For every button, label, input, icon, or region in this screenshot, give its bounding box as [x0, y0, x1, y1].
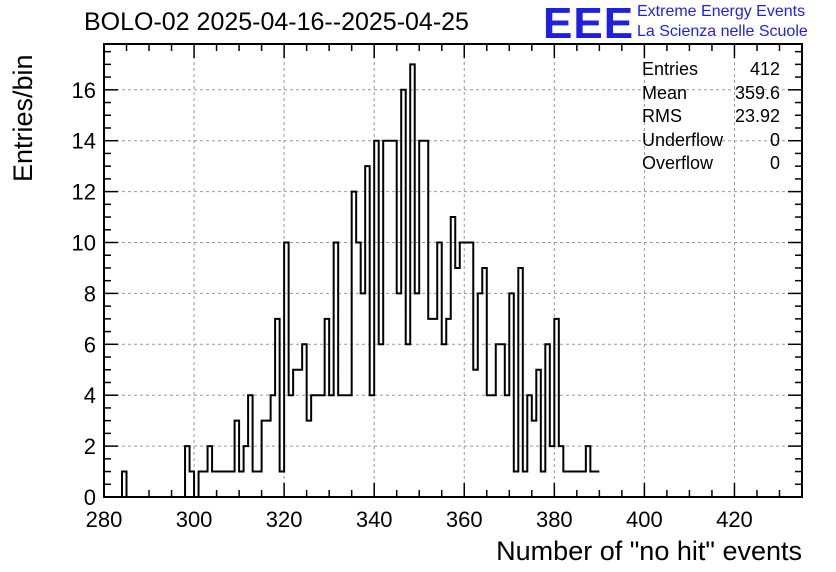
y-tick-label: 10 — [72, 231, 96, 256]
y-tick-label: 2 — [84, 434, 96, 459]
axis-ticks — [103, 44, 803, 498]
stat-label: Underflow — [642, 129, 724, 150]
y-tick-label: 4 — [84, 383, 96, 408]
eee-logo-text: Extreme Energy Events La Scienza nelle S… — [637, 2, 808, 42]
y-tick-label: 0 — [84, 485, 96, 510]
histogram-step-outline — [197, 63, 600, 497]
x-tick-label: 380 — [536, 507, 573, 532]
y-axis-label: Entries/bin — [8, 54, 38, 182]
stat-rms: RMS 23.92 — [642, 105, 780, 129]
x-tick-label: 320 — [266, 507, 303, 532]
x-tick-label: 280 — [86, 507, 123, 532]
logo-line-1: Extreme Energy Events — [637, 3, 806, 20]
stat-value: 0 — [769, 153, 780, 173]
stat-entries: Entries 412 — [642, 58, 780, 82]
x-tick-label: 360 — [446, 507, 483, 532]
histogram-bars — [121, 63, 600, 497]
y-tick-label: 14 — [72, 129, 96, 154]
tick-labels: 280 300 320 340 360 380 400 420 0 2 4 6 8 10 12 14 16 — [72, 78, 753, 532]
histogram-step-outline — [184, 445, 196, 497]
stat-value: 359.6 — [734, 82, 780, 103]
stat-label: Overflow — [642, 153, 714, 173]
histogram-step-outline — [121, 470, 128, 497]
stat-label: RMS — [642, 106, 682, 126]
x-tick-label: 420 — [716, 507, 753, 532]
stat-label: Mean — [642, 82, 688, 103]
stat-overflow: Overflow 0 — [642, 152, 780, 176]
x-tick-label: 340 — [356, 507, 393, 532]
stat-mean: Mean 359.6 — [642, 82, 780, 106]
x-tick-label: 300 — [176, 507, 213, 532]
stat-label: Entries — [642, 59, 699, 79]
stat-underflow: Underflow 0 — [642, 129, 780, 153]
chart-title: BOLO-02 2025-04-16--2025-04-25 — [84, 8, 469, 36]
y-tick-label: 12 — [72, 180, 96, 205]
stat-value: 23.92 — [734, 106, 780, 126]
eee-logo-mark: EEE — [543, 0, 635, 48]
stats-box: Entries 412 Mean 359.6 RMS 23.92 Underflow 0… — [642, 58, 780, 176]
plot-frame — [103, 43, 803, 498]
stat-value: 412 — [749, 59, 780, 79]
y-tick-label: 16 — [72, 78, 96, 103]
y-tick-label: 8 — [84, 281, 96, 306]
x-axis-label: Number of "no hit" events — [496, 536, 802, 566]
grid-lines — [104, 44, 802, 497]
y-tick-label: 6 — [84, 332, 96, 357]
x-tick-label: 400 — [626, 507, 663, 532]
stat-value: 0 — [769, 129, 780, 150]
logo-line-2: La Scienza nelle Scuole — [637, 23, 808, 40]
